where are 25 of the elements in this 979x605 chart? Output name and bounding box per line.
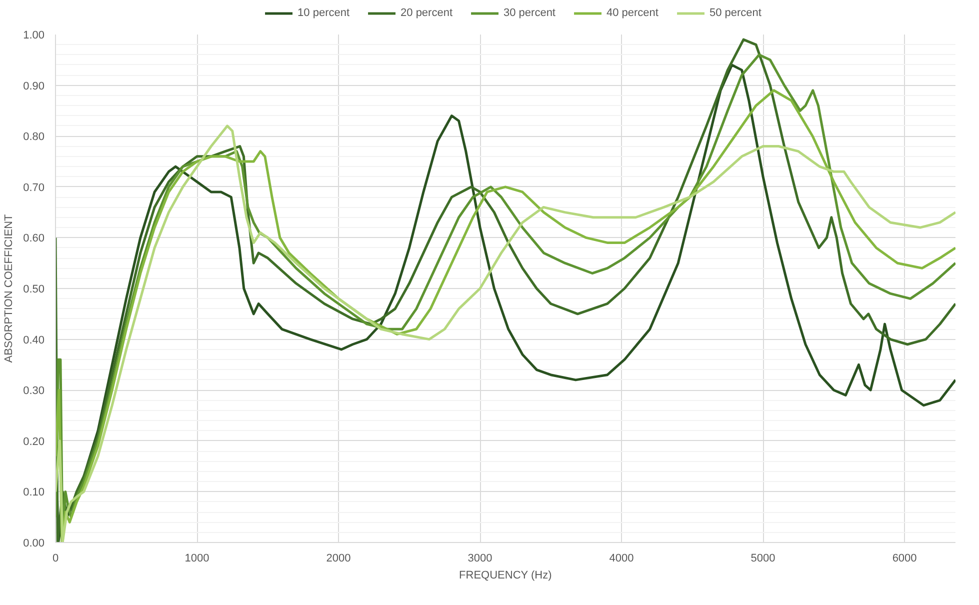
y-tick-label: 0.20 <box>23 436 45 448</box>
legend-label: 10 percent <box>298 7 350 19</box>
x-tick-label: 1000 <box>184 552 210 564</box>
x-tick-label: 4000 <box>609 552 634 564</box>
x-tick-label: 6000 <box>892 552 917 564</box>
y-tick-label: 0.30 <box>23 385 45 398</box>
y-tick-label: 0.40 <box>23 334 45 346</box>
y-tick-label: 0.00 <box>23 538 45 550</box>
y-tick-label: 0.10 <box>23 486 45 499</box>
legend-label: 30 percent <box>504 7 556 19</box>
x-tick-label: 0 <box>52 552 59 564</box>
y-tick-label: 0.60 <box>23 232 45 245</box>
y-tick-label: 1.00 <box>23 30 45 42</box>
legend-label: 50 percent <box>709 7 762 19</box>
x-tick-label: 2000 <box>326 552 351 564</box>
legend-label: 20 percent <box>400 7 453 19</box>
x-tick-label: 5000 <box>750 552 776 564</box>
y-tick-label: 0.80 <box>23 131 45 144</box>
y-tick-label: 0.70 <box>23 182 45 194</box>
y-axis-title: ABSORPTION COEFFICIENT <box>3 214 16 363</box>
y-tick-label: 0.50 <box>23 284 45 296</box>
y-tick-label: 0.90 <box>23 80 45 92</box>
legend-label: 40 percent <box>606 7 658 19</box>
x-axis-title: FREQUENCY (Hz) <box>459 570 552 582</box>
x-tick-label: 3000 <box>468 552 492 564</box>
